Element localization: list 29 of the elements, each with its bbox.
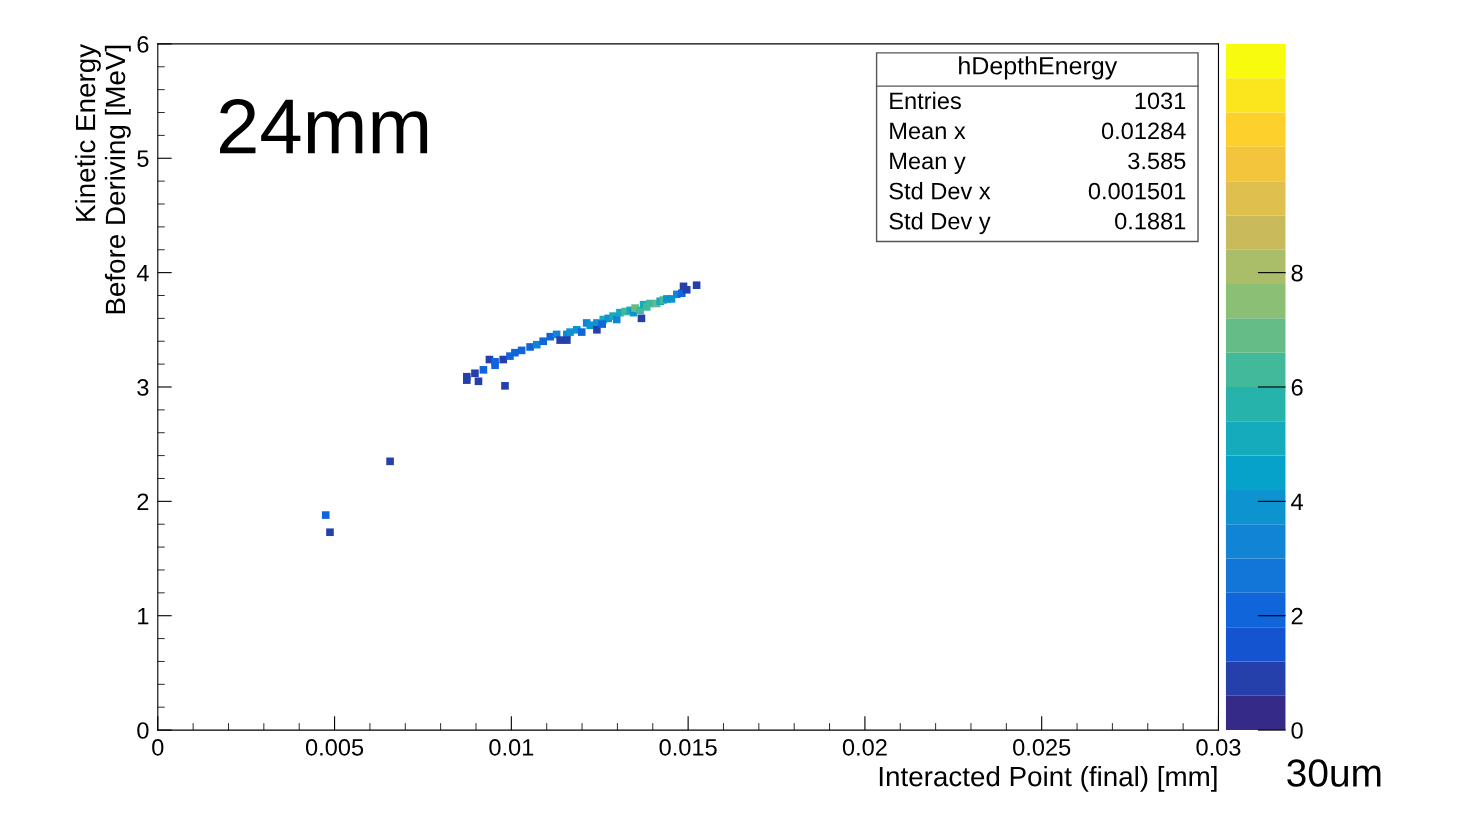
x-tick-label: 0.025 <box>1013 739 1071 756</box>
text: Mean x 0.01284 <box>890 122 1186 140</box>
annotation: 24mm <box>220 98 428 154</box>
color-bar-label: 4 <box>1291 493 1303 510</box>
annotation: hDepthEnergy <box>959 56 1118 80</box>
y-axis-title: Kinetic Energy Before Deriving [MeV] <box>74 43 131 314</box>
y-tick-label: 4 <box>136 264 149 282</box>
text: Std Dev y 0.1881 <box>889 212 1186 235</box>
x-axis-title: Interacted Point (final) [mm] <box>879 765 1217 792</box>
text: Entries 1031 <box>890 91 1186 110</box>
color-bar-label: 2 <box>1291 607 1303 625</box>
y-tick-label: 6 <box>137 35 149 53</box>
x-tick-label: 0.005 <box>305 739 364 756</box>
text: 30um <box>1287 759 1381 787</box>
text: Std Dev x 0.001501 <box>889 182 1186 200</box>
color-bar-label: 6 <box>1291 379 1303 396</box>
y-tick-label: 5 <box>137 150 149 168</box>
x-tick-label: 0 <box>152 739 164 756</box>
color-bar-label: 8 <box>1291 264 1303 282</box>
y-tick-label: 0 <box>137 722 149 739</box>
y-tick-label: 1 <box>138 608 149 625</box>
x-tick-label: 0.02 <box>842 739 887 756</box>
y-tick-label: 2 <box>137 493 149 510</box>
x-tick-label: 0.01 <box>489 739 534 756</box>
x-tick-label: 0.015 <box>659 739 717 756</box>
y-tick-label: 3 <box>137 379 149 396</box>
x-tick-label: 0.03 <box>1196 739 1241 756</box>
color-bar-label: 0 <box>1291 722 1303 739</box>
text: Mean y 3.585 <box>890 152 1186 175</box>
